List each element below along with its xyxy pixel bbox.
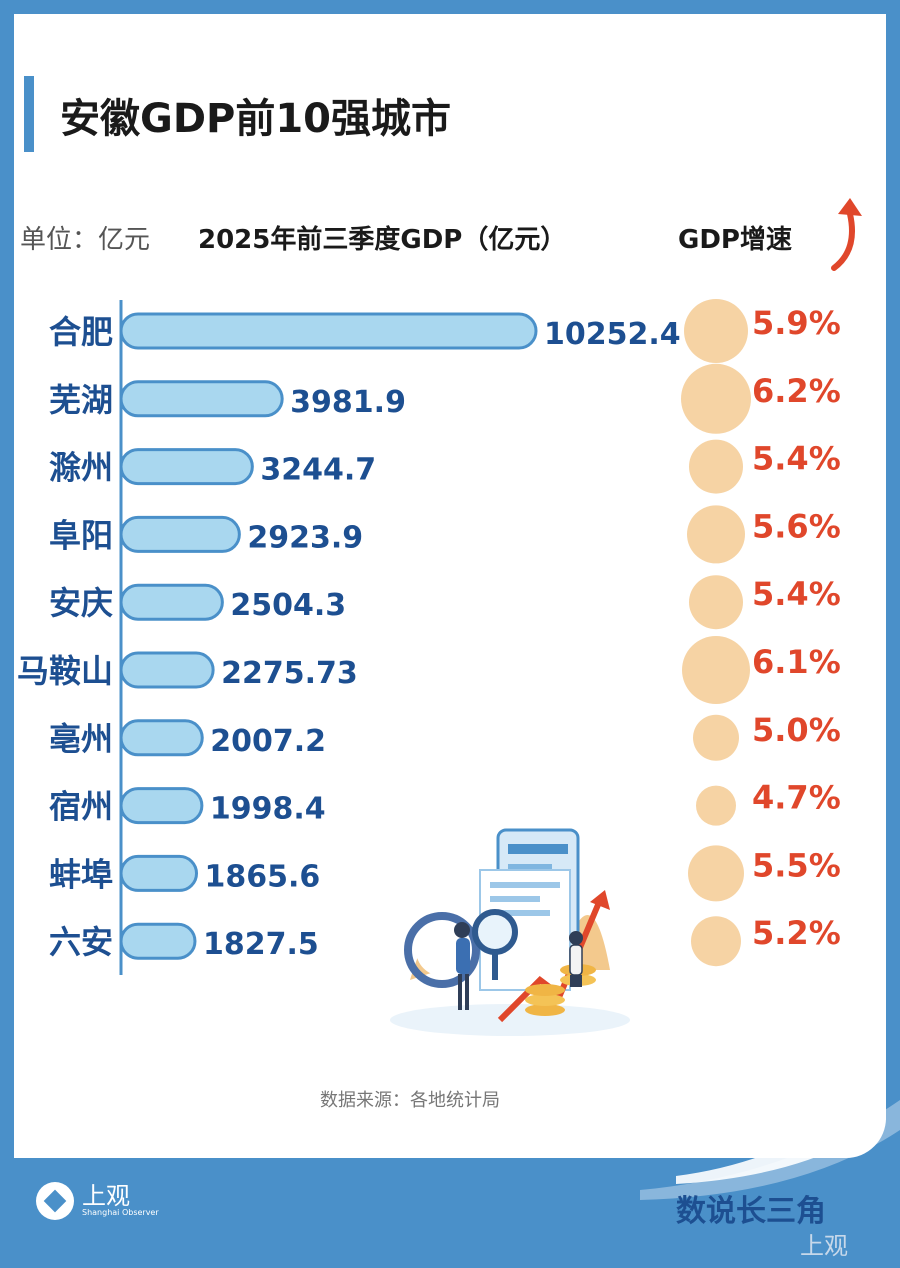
growth-column-header: GDP增速 (678, 225, 792, 255)
gdp-bar (119, 787, 204, 825)
growth-value-label: 5.0% (752, 711, 841, 749)
growth-bubble (687, 505, 745, 564)
growth-value-label: 5.5% (752, 846, 841, 884)
growth-bubble (688, 845, 744, 902)
up-arrow-head-icon (838, 198, 862, 216)
gdp-value-label: 1998.4 (210, 792, 326, 827)
growth-bubble (681, 363, 751, 434)
gdp-bar (119, 312, 538, 350)
gdp-value-label: 1827.5 (203, 927, 319, 962)
growth-bubble (682, 636, 750, 704)
category-label: 六安 (49, 923, 113, 961)
gdp-bar (119, 922, 197, 960)
shanghai-observer-logo: 上观 Shanghai Observer (36, 1182, 159, 1220)
gdp-bar (119, 583, 224, 621)
category-label: 蚌埠 (49, 855, 113, 893)
up-arrow-icon (831, 211, 855, 271)
growth-bubble (684, 299, 748, 363)
watermark: 上观 (800, 1232, 848, 1260)
illustration-icon (390, 828, 630, 1036)
gdp-value-label: 2275.73 (221, 656, 358, 691)
logo-subtext: Shanghai Observer (82, 1208, 159, 1217)
growth-bubble (689, 439, 743, 494)
growth-value-label: 5.2% (752, 914, 841, 952)
growth-value-label: 5.6% (752, 507, 841, 545)
category-label: 滁州 (49, 449, 113, 487)
gdp-bar (119, 854, 199, 892)
growth-value-label: 4.7% (752, 779, 841, 817)
growth-bubble (691, 916, 741, 967)
gdp-value-label: 3981.9 (290, 385, 406, 420)
gdp-value-label: 3244.7 (260, 453, 376, 488)
page-title: 安徽GDP前10强城市 (60, 96, 452, 142)
growth-value-label: 6.2% (752, 372, 841, 410)
category-label: 阜阳 (49, 516, 113, 554)
gdp-bar (119, 515, 241, 553)
source-note: 数据来源：各地统计局 (320, 1090, 500, 1111)
category-label: 宿州 (49, 788, 113, 826)
category-label: 安庆 (49, 584, 113, 622)
gdp-bar (119, 448, 254, 486)
category-label: 合肥 (49, 313, 113, 351)
series-name: 数说长三角 (676, 1194, 826, 1229)
gdp-value-label: 2007.2 (210, 724, 326, 759)
category-label: 亳州 (49, 720, 113, 758)
growth-value-label: 6.1% (752, 643, 841, 681)
growth-value-label: 5.4% (752, 575, 841, 613)
gdp-bar (119, 651, 215, 689)
growth-value-label: 5.9% (752, 304, 841, 342)
gdp-value-label: 2923.9 (247, 520, 363, 555)
category-label: 芜湖 (49, 381, 113, 419)
gdp-bar (119, 719, 204, 757)
logo-mark-icon (36, 1182, 74, 1220)
gdp-column-header: 2025年前三季度GDP（亿元） (198, 225, 567, 255)
unit-label: 单位：亿元 (20, 225, 151, 255)
logo-text: 上观 (82, 1182, 130, 1210)
growth-value-label: 5.4% (752, 440, 841, 478)
gdp-bar (119, 380, 284, 418)
gdp-value-label: 1865.6 (205, 859, 321, 894)
title-accent-bar (24, 76, 34, 152)
gdp-value-label: 2504.3 (230, 588, 346, 623)
growth-bubble (696, 785, 736, 826)
gdp-value-label: 10252.4 (544, 317, 681, 352)
growth-bubble (693, 714, 739, 761)
growth-bubble (689, 575, 743, 630)
category-label: 马鞍山 (17, 652, 113, 690)
